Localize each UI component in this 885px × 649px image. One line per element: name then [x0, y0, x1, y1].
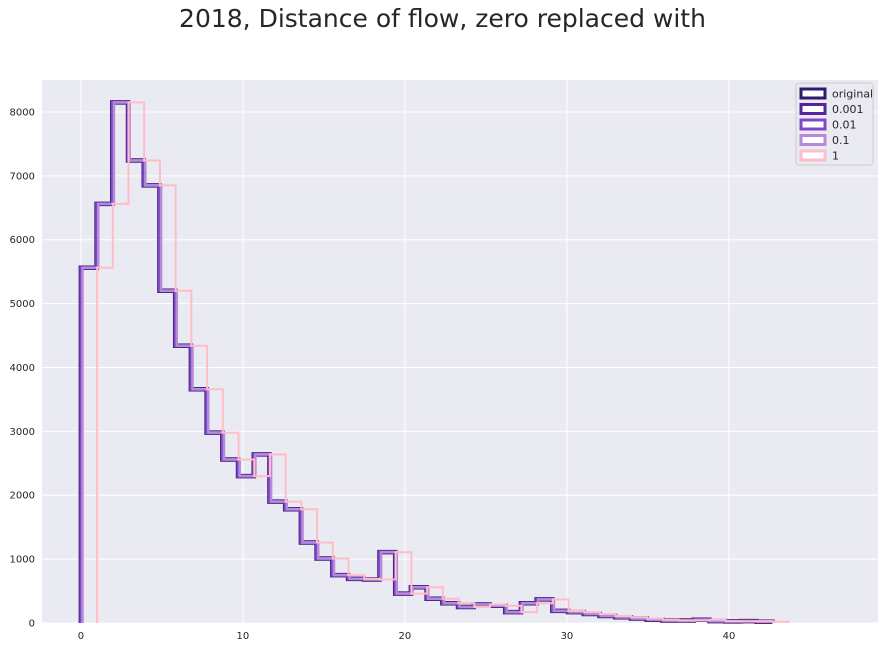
- grid-lines: [42, 80, 878, 624]
- legend-swatch: [799, 149, 827, 162]
- axis-tick-labels: 0 10 20 30 40 0 1000 2000 3000 4000 5000 6000 7000 80…: [10, 107, 736, 642]
- legend: original 0.001 0.01 0.1 1: [795, 82, 874, 166]
- y-tick-label: 5000: [10, 299, 35, 310]
- y-tick-label: 6000: [10, 235, 35, 246]
- chart-title: 2018, Distance of flow, zero replaced wi…: [179, 4, 706, 33]
- x-tick-label: 30: [561, 631, 574, 642]
- y-tick-label: 2000: [10, 491, 35, 502]
- legend-swatch: [799, 134, 827, 146]
- y-tick-label: 8000: [10, 107, 35, 118]
- y-tick-label: 3000: [10, 427, 35, 438]
- x-tick-label: 20: [399, 631, 412, 642]
- plot-area: [42, 80, 878, 623]
- legend-swatch: [799, 118, 827, 131]
- x-tick-label: 40: [723, 631, 736, 642]
- legend-swatch: [799, 103, 827, 115]
- legend-label: 0.1: [832, 134, 850, 147]
- y-tick-label: 4000: [10, 363, 35, 374]
- series-1: [96, 101, 790, 623]
- legend-label: 0.001: [832, 103, 864, 116]
- legend-label: 0.01: [832, 119, 857, 132]
- x-tick-label: 0: [78, 631, 84, 642]
- series-layer: [78, 100, 790, 624]
- legend-label: 1: [832, 150, 839, 163]
- y-tick-label: 0: [29, 619, 35, 630]
- y-tick-label: 1000: [10, 555, 35, 566]
- legend-label: original: [832, 88, 873, 101]
- x-tick-label: 10: [237, 631, 250, 642]
- legend-swatch: [799, 87, 827, 100]
- y-tick-label: 7000: [10, 171, 35, 182]
